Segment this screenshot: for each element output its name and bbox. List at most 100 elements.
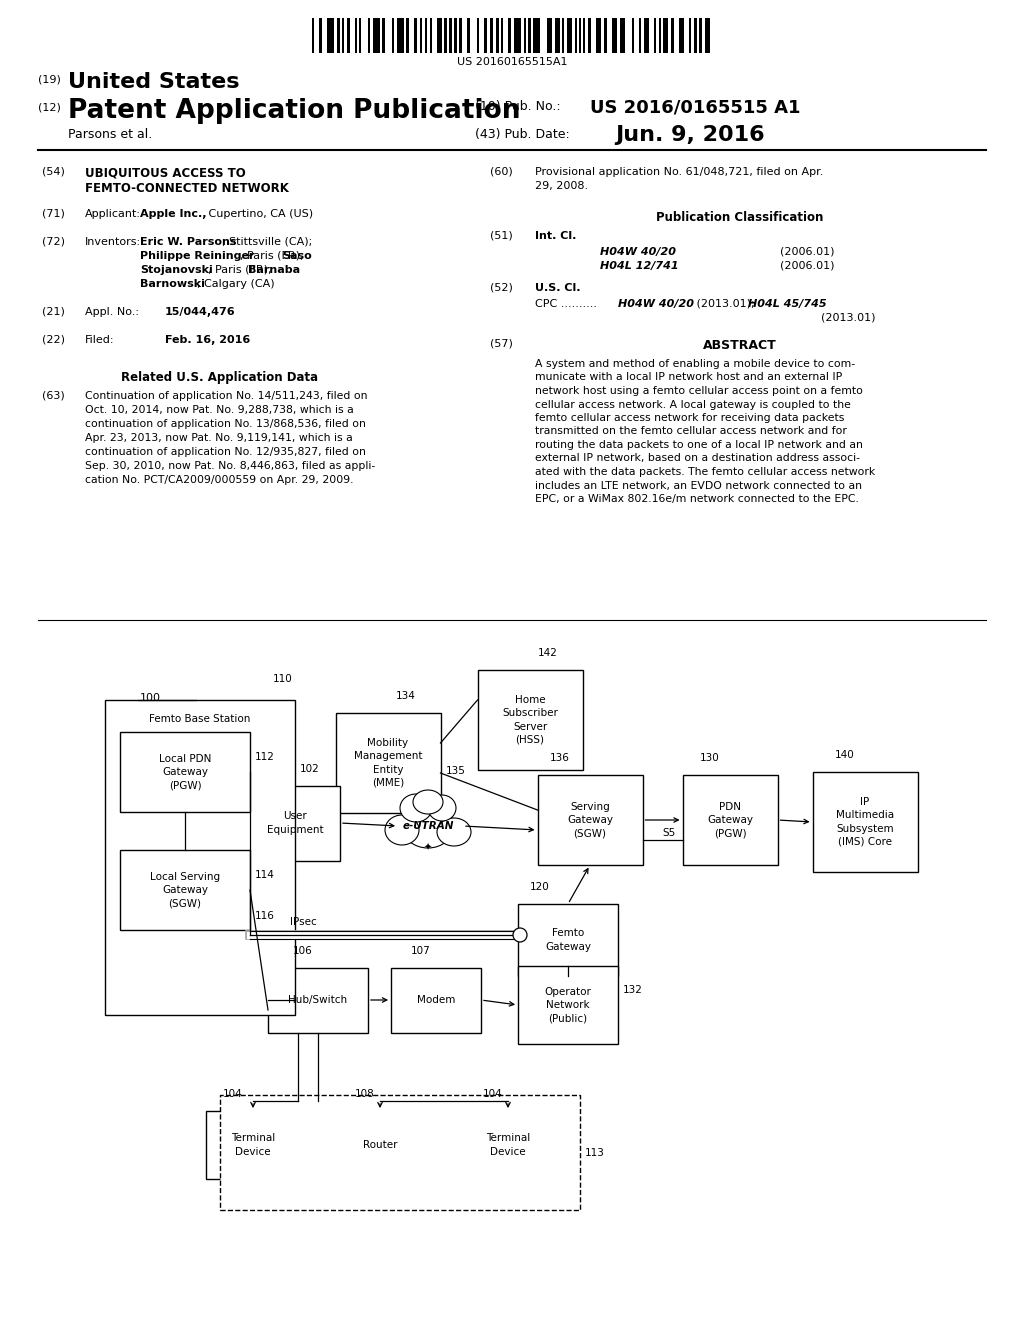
Text: Local Serving
Gateway
(SGW): Local Serving Gateway (SGW) (150, 871, 220, 908)
Bar (518, 966, 618, 1044)
Text: IP
Multimedia
Subsystem
(IMS) Core: IP Multimedia Subsystem (IMS) Core (836, 797, 894, 847)
Bar (391, 968, 481, 1032)
Text: Terminal
Device: Terminal Device (485, 1134, 530, 1156)
Bar (534, 18, 540, 53)
Text: Provisional application No. 61/048,721, filed on Apr.: Provisional application No. 61/048,721, … (535, 168, 823, 177)
Bar (501, 18, 503, 53)
Text: 107: 107 (412, 945, 431, 956)
Text: network host using a femto cellular access point on a femto: network host using a femto cellular acce… (535, 385, 863, 396)
Text: PDN
Gateway
(PGW): PDN Gateway (PGW) (707, 801, 753, 838)
Bar (206, 1111, 300, 1179)
Text: Router: Router (362, 1140, 397, 1150)
Bar (327, 18, 334, 53)
Text: , Paris (FR);: , Paris (FR); (208, 265, 275, 275)
Text: 110: 110 (273, 675, 293, 684)
Bar (496, 18, 499, 53)
Text: (52): (52) (490, 282, 513, 293)
Bar (312, 18, 314, 53)
Text: (57): (57) (490, 339, 513, 348)
Bar (555, 18, 560, 53)
Text: cation No. PCT/CA2009/000559 on Apr. 29, 2009.: cation No. PCT/CA2009/000559 on Apr. 29,… (85, 475, 353, 484)
Text: CPC ..........: CPC .......... (535, 300, 597, 309)
Bar (477, 18, 479, 53)
Text: Barnaba: Barnaba (248, 265, 300, 275)
Bar (524, 18, 526, 53)
Text: IPsec: IPsec (290, 917, 316, 927)
Bar (620, 18, 625, 53)
Text: Patent Application Publication: Patent Application Publication (68, 98, 520, 124)
Circle shape (513, 928, 527, 942)
Text: Related U.S. Application Data: Related U.S. Application Data (122, 371, 318, 384)
Text: 132: 132 (623, 985, 643, 995)
Text: Terminal
Device: Terminal Device (230, 1134, 275, 1156)
Text: Eric W. Parsons: Eric W. Parsons (140, 238, 237, 247)
Text: Philippe Reininger: Philippe Reininger (140, 251, 255, 261)
Bar (120, 733, 250, 812)
Bar (467, 18, 470, 53)
Text: (71): (71) (42, 209, 65, 219)
Text: ated with the data packets. The femto cellular access network: ated with the data packets. The femto ce… (535, 467, 876, 477)
Ellipse shape (400, 795, 432, 822)
Bar (547, 18, 552, 53)
Bar (105, 700, 295, 1015)
Text: Operator
Network
(Public): Operator Network (Public) (545, 987, 592, 1023)
Text: H04W 40/20: H04W 40/20 (618, 300, 694, 309)
Bar (654, 18, 656, 53)
Bar (347, 18, 350, 53)
Text: Apr. 23, 2013, now Pat. No. 9,119,141, which is a: Apr. 23, 2013, now Pat. No. 9,119,141, w… (85, 433, 352, 444)
Bar (359, 18, 361, 53)
Text: Publication Classification: Publication Classification (656, 211, 823, 224)
Text: , Stittsville (CA);: , Stittsville (CA); (222, 238, 312, 247)
Text: Feb. 16, 2016: Feb. 16, 2016 (165, 335, 250, 345)
Text: US 20160165515A1: US 20160165515A1 (457, 57, 567, 67)
Text: H04W 40/20: H04W 40/20 (600, 247, 676, 257)
Bar (567, 18, 572, 53)
Bar (454, 18, 457, 53)
Text: (54): (54) (42, 168, 65, 177)
Bar (319, 18, 322, 53)
Text: User
Equipment: User Equipment (266, 812, 324, 834)
Bar (484, 18, 487, 53)
Text: 142: 142 (538, 648, 558, 657)
Text: 136: 136 (550, 752, 570, 763)
Bar (268, 968, 368, 1032)
Bar (355, 18, 357, 53)
Text: 135: 135 (446, 766, 466, 776)
Text: Applicant:: Applicant: (85, 209, 141, 219)
Text: Mobility
Management
Entity
(MME): Mobility Management Entity (MME) (353, 738, 422, 788)
Text: Int. Cl.: Int. Cl. (535, 231, 577, 242)
Bar (683, 775, 777, 865)
Bar (368, 18, 370, 53)
Text: 108: 108 (355, 1089, 375, 1100)
Bar (461, 1111, 555, 1179)
Text: Filed:: Filed: (85, 335, 115, 345)
Text: ✦: ✦ (424, 843, 432, 853)
Text: includes an LTE network, an EVDO network connected to an: includes an LTE network, an EVDO network… (535, 480, 862, 491)
Bar (639, 18, 641, 53)
Text: US 2016/0165515 A1: US 2016/0165515 A1 (590, 98, 801, 116)
Text: (22): (22) (42, 335, 65, 345)
Bar (596, 18, 601, 53)
Text: (2013.01): (2013.01) (821, 313, 876, 323)
Text: Hub/Switch: Hub/Switch (289, 995, 347, 1005)
Bar (663, 18, 668, 53)
Text: U.S. Cl.: U.S. Cl. (535, 282, 581, 293)
Bar (632, 18, 634, 53)
Text: 116: 116 (255, 911, 274, 921)
Text: Sep. 30, 2010, now Pat. No. 8,446,863, filed as appli-: Sep. 30, 2010, now Pat. No. 8,446,863, f… (85, 461, 375, 471)
Bar (437, 18, 442, 53)
Text: Jun. 9, 2016: Jun. 9, 2016 (615, 125, 765, 145)
Bar (120, 850, 250, 931)
Text: H04L 12/741: H04L 12/741 (600, 261, 679, 271)
Bar (579, 18, 581, 53)
Text: Home
Subscriber
Server
(HSS): Home Subscriber Server (HSS) (502, 696, 558, 744)
Bar (477, 671, 583, 770)
Text: continuation of application No. 13/868,536, filed on: continuation of application No. 13/868,5… (85, 418, 366, 429)
Text: United States: United States (68, 73, 240, 92)
Bar (420, 18, 422, 53)
Text: Serving
Gateway
(SGW): Serving Gateway (SGW) (567, 801, 613, 838)
Text: Parsons et al.: Parsons et al. (68, 128, 153, 141)
Text: 104: 104 (483, 1089, 503, 1100)
Bar (250, 785, 340, 861)
Text: (21): (21) (42, 308, 65, 317)
